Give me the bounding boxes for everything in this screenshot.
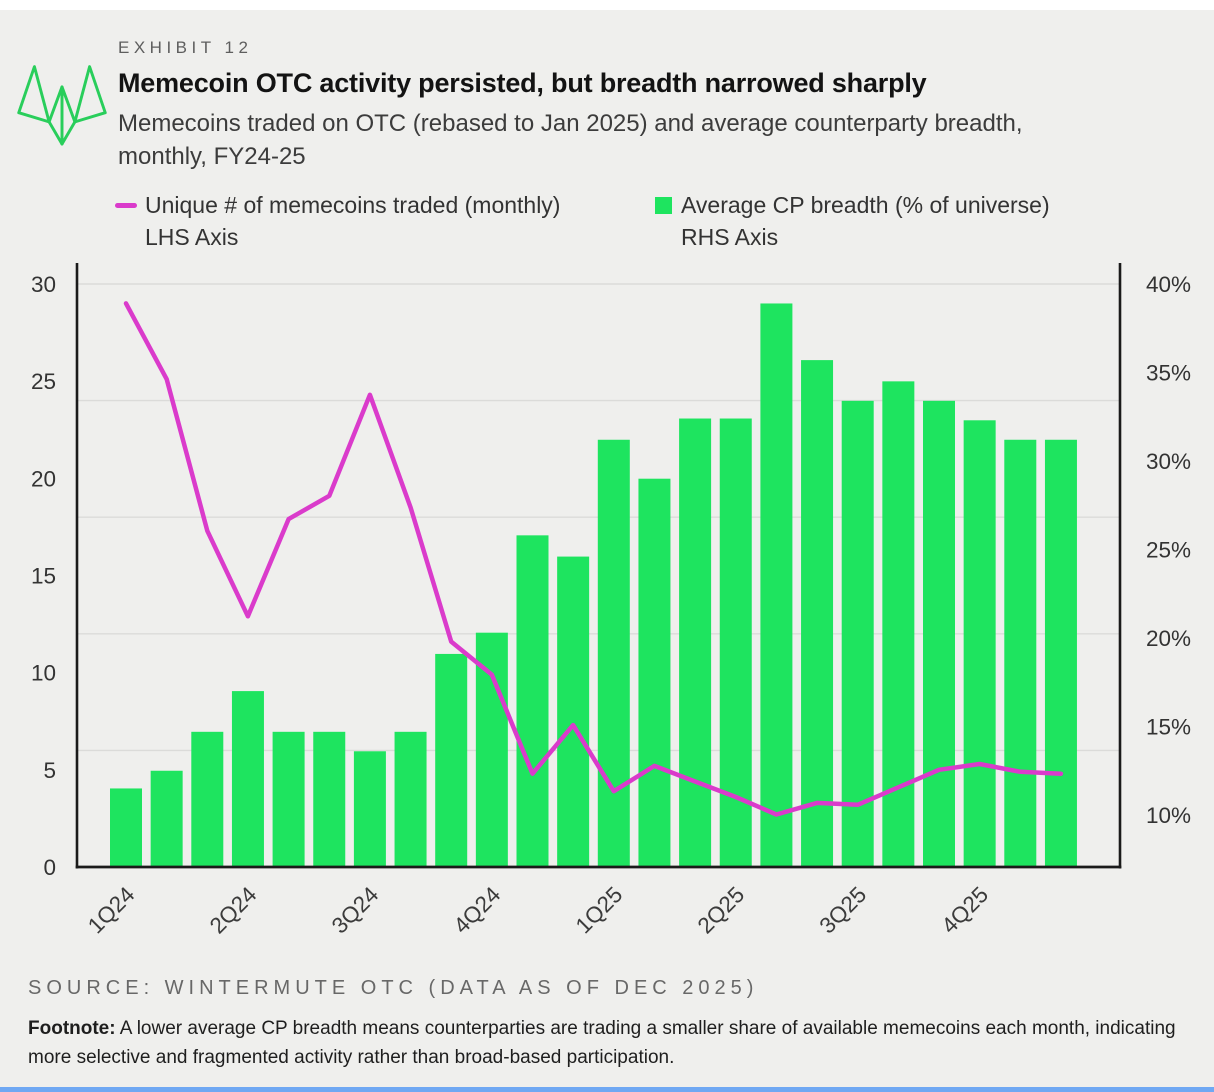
bar — [150, 770, 183, 868]
left-axis-labels: 0 5 10 15 20 25 30 — [31, 272, 56, 880]
chart-subtitle-line2: monthly, FY24-25 — [118, 143, 306, 170]
right-axis-tick-label: 35% — [1146, 361, 1191, 386]
bar — [679, 418, 712, 868]
logo-right-triangle — [73, 65, 107, 124]
footnote-label: Footnote: — [28, 1018, 116, 1039]
bar — [923, 400, 955, 868]
left-axis-tick-label: 10 — [31, 661, 56, 686]
legend-line-series-text: Unique # of memecoins traded (monthly) L… — [145, 190, 560, 253]
left-axis-tick-label: 0 — [43, 855, 56, 880]
legend-bar-series-text: Average CP breadth (% of universe) RHS A… — [681, 190, 1050, 253]
page-title: Memecoin OTC activity persisted, but bre… — [118, 68, 927, 98]
bar — [394, 731, 427, 868]
left-axis-tick-label: 20 — [31, 466, 56, 491]
bar — [963, 420, 996, 868]
bar — [435, 653, 468, 868]
bar — [597, 439, 630, 868]
bar — [801, 360, 834, 868]
bar — [272, 731, 305, 868]
bar — [313, 731, 346, 868]
legend-line-series-label: Unique # of memecoins traded (monthly) — [145, 192, 561, 218]
bar — [882, 381, 915, 868]
bar — [231, 691, 264, 868]
axis-spines — [75, 263, 1122, 869]
magenta-line-marker-icon — [115, 203, 137, 208]
bar — [1004, 439, 1037, 868]
logo-left-triangle — [17, 65, 51, 124]
bar — [638, 478, 671, 868]
legend-item-bar-series: Average CP breadth (% of universe) RHS A… — [655, 190, 1050, 253]
right-axis-tick-label: 15% — [1146, 715, 1191, 740]
bar — [557, 556, 590, 868]
bar — [353, 751, 386, 868]
right-axis-tick-label: 20% — [1146, 626, 1191, 651]
x-axis-quarter-label: 2Q24 — [205, 882, 262, 939]
x-axis-quarter-label: 3Q25 — [815, 882, 872, 939]
bar — [191, 731, 224, 868]
footnote-text: A lower average CP breadth means counter… — [28, 1018, 1176, 1068]
bar — [110, 788, 142, 868]
left-axis-tick-label: 5 — [43, 758, 56, 783]
x-axis-quarter-label: 2Q25 — [693, 882, 750, 939]
x-axis-quarter-label: 4Q24 — [449, 882, 506, 939]
bar — [516, 535, 549, 868]
x-axis-quarter-label: 4Q25 — [937, 882, 994, 939]
x-axis-quarter-label: 3Q24 — [327, 882, 384, 939]
memecoin-line — [123, 301, 1064, 817]
right-axis-tick-label: 40% — [1146, 272, 1191, 297]
top-edge-strip — [0, 0, 1214, 10]
cp-breadth-bars — [110, 303, 1077, 869]
chart-subtitle-line1: Memecoins traded on OTC (rebased to Jan … — [118, 110, 1023, 137]
bar — [841, 400, 874, 868]
right-axis-tick-label: 25% — [1146, 538, 1191, 563]
source-line: SOURCE: WINTERMUTE OTC (DATA AS OF DEC 2… — [28, 977, 759, 999]
wintermute-fox-logo-icon — [17, 65, 107, 146]
legend-bar-series-label: Average CP breadth (% of universe) — [681, 192, 1050, 218]
x-axis-quarter-label: 1Q24 — [83, 882, 140, 939]
x-axis-quarter-label: 1Q25 — [571, 882, 628, 939]
right-axis-labels: 10% 15% 20% 25% 30% 35% 40% — [1146, 272, 1191, 828]
left-axis-tick-label: 25 — [31, 369, 56, 394]
bottom-edge-strip — [0, 1087, 1214, 1092]
x-axis-labels: 1Q24 2Q24 3Q24 4Q24 1Q25 2Q25 3Q25 4Q25 — [83, 882, 993, 939]
legend-line-series-sublabel: LHS Axis — [145, 223, 239, 250]
right-axis-tick-label: 10% — [1146, 803, 1191, 828]
left-axis-tick-label: 15 — [31, 564, 56, 589]
bar — [760, 303, 793, 869]
exhibit-label: EXHIBIT 12 — [118, 38, 253, 57]
footnote: Footnote: A lower average CP breadth mea… — [28, 1014, 1196, 1072]
right-axis-tick-label: 30% — [1146, 449, 1191, 474]
chart-subtitle: Memecoins traded on OTC (rebased to Jan … — [118, 107, 1023, 173]
left-axis-tick-label: 30 — [31, 272, 56, 297]
legend-bar-series-sublabel: RHS Axis — [681, 223, 779, 250]
bar — [1044, 439, 1077, 868]
legend-item-line-series: Unique # of memecoins traded (monthly) L… — [115, 190, 560, 253]
green-bar-marker-icon — [655, 197, 672, 214]
